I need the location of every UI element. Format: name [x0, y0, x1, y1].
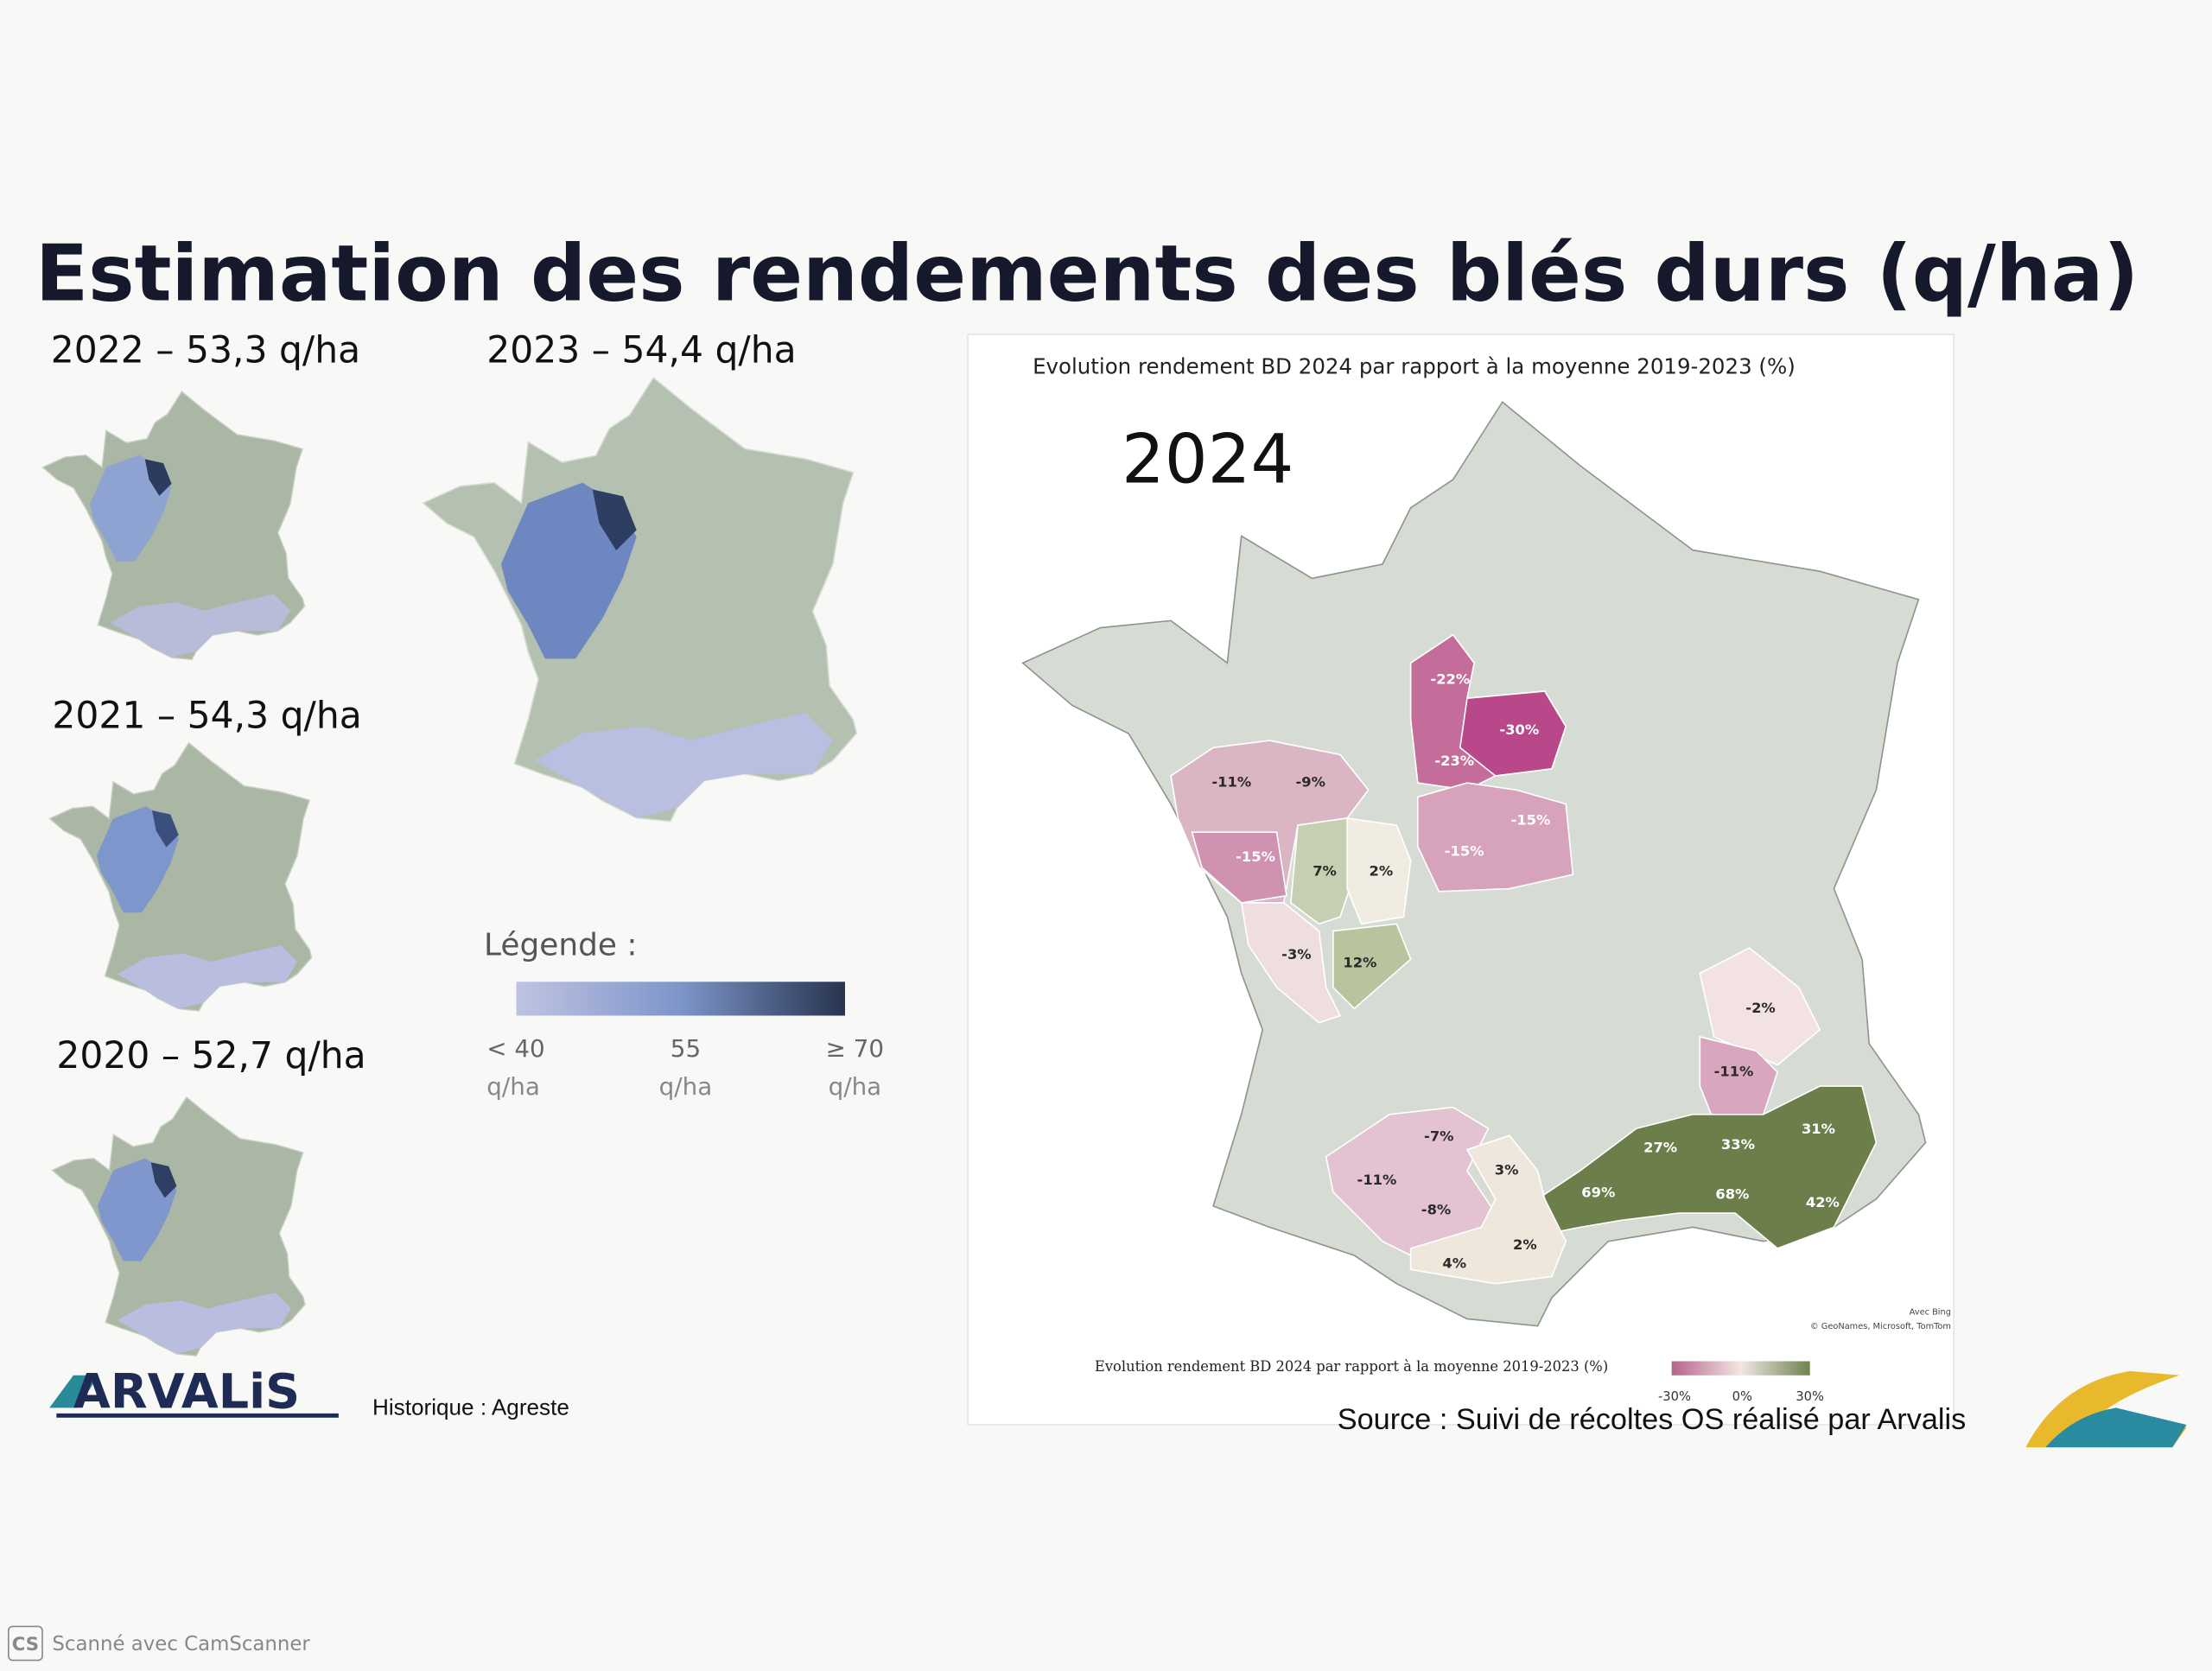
- region-label: 27%: [1643, 1139, 1677, 1155]
- region-label: -30%: [1499, 721, 1539, 738]
- scale-tick: -30%: [1658, 1389, 1691, 1404]
- region-label: 31%: [1802, 1121, 1835, 1137]
- region-label: -23%: [1434, 753, 1474, 769]
- region: [1240, 902, 1342, 1024]
- region-label: -15%: [1236, 848, 1275, 865]
- legend-tick: ≥ 70: [826, 1034, 884, 1063]
- history-label: 2021 – 54,3 q/ha: [52, 695, 361, 737]
- region: [1416, 782, 1574, 893]
- region: [1459, 690, 1567, 777]
- region-label: 12%: [1343, 955, 1376, 971]
- region-label: 68%: [1715, 1185, 1749, 1202]
- source: Source : Suivi de récoltes OS réalisé pa…: [1338, 1403, 1967, 1436]
- region-label: 69%: [1581, 1185, 1615, 1201]
- region: [1409, 1134, 1567, 1285]
- region: [1699, 947, 1821, 1066]
- region-label: 42%: [1806, 1194, 1840, 1210]
- region-label: 2%: [1370, 862, 1394, 879]
- scale-tick: 30%: [1796, 1389, 1824, 1404]
- slide-title: Estimation des rendements des blés durs …: [35, 230, 2139, 320]
- history-label: 2022 – 53,3 q/ha: [51, 330, 360, 372]
- scale-tick: 0%: [1732, 1389, 1752, 1404]
- region-labels: -22% -30% -23% -15% -15% -11% -9% -15% 7…: [1211, 670, 1840, 1271]
- region: [1191, 831, 1287, 904]
- scale-title: Evolution rendement BD 2024 par rapport …: [1095, 1358, 1608, 1375]
- region-label: -9%: [1295, 774, 1325, 791]
- legend-unit: q/ha: [829, 1072, 882, 1101]
- region-label: -8%: [1421, 1201, 1451, 1217]
- region-label: 33%: [1721, 1136, 1755, 1153]
- region-label: -15%: [1511, 812, 1551, 829]
- history-source: Historique : Agreste: [372, 1395, 569, 1420]
- attribution: Avec Bing: [1910, 1308, 1951, 1318]
- region-label: -15%: [1445, 843, 1484, 860]
- history-label: 2020 – 52,7 q/ha: [56, 1035, 365, 1077]
- legend-unit: q/ha: [486, 1072, 540, 1101]
- legend-tick: < 40: [486, 1034, 544, 1063]
- legend-tick: 55: [671, 1034, 701, 1063]
- legend-gradient: [516, 982, 845, 1016]
- legend-unit: q/ha: [659, 1072, 713, 1101]
- map-year: 2024: [1122, 420, 1294, 499]
- region-label: 4%: [1442, 1255, 1466, 1271]
- region-label: 3%: [1495, 1162, 1519, 1179]
- legend-title: Légende :: [484, 927, 638, 963]
- region-label: -2%: [1745, 1000, 1775, 1016]
- logo-underline: [56, 1413, 339, 1418]
- region-label: -11%: [1357, 1172, 1397, 1188]
- region-label: 7%: [1313, 862, 1337, 879]
- region-label: -11%: [1211, 774, 1251, 791]
- region-label: -22%: [1430, 670, 1470, 687]
- logo-mark: [49, 1375, 99, 1408]
- map-subtitle: Evolution rendement BD 2024 par rapport …: [1033, 354, 1796, 379]
- source-logo: [2045, 1407, 2187, 1448]
- region-label: -11%: [1714, 1063, 1754, 1079]
- scale-gradient: [1671, 1361, 1810, 1376]
- region: [1332, 923, 1412, 1010]
- region-label: 2%: [1513, 1236, 1537, 1253]
- region: [1346, 816, 1412, 925]
- region-label: -3%: [1281, 946, 1311, 963]
- region: [1536, 1085, 1878, 1249]
- attribution: © GeoNames, Microsoft, TomTom: [1810, 1322, 1951, 1331]
- scanner-badge: CS: [12, 1634, 39, 1655]
- scanner-text: Scanné avec CamScanner: [52, 1633, 310, 1655]
- history-label: 2023 – 54,4 q/ha: [486, 330, 796, 372]
- logo: ARVALiS: [73, 1363, 300, 1420]
- france-map: [1021, 401, 1927, 1327]
- scanner-badge-box: [8, 1625, 43, 1661]
- region-label: -7%: [1424, 1128, 1453, 1144]
